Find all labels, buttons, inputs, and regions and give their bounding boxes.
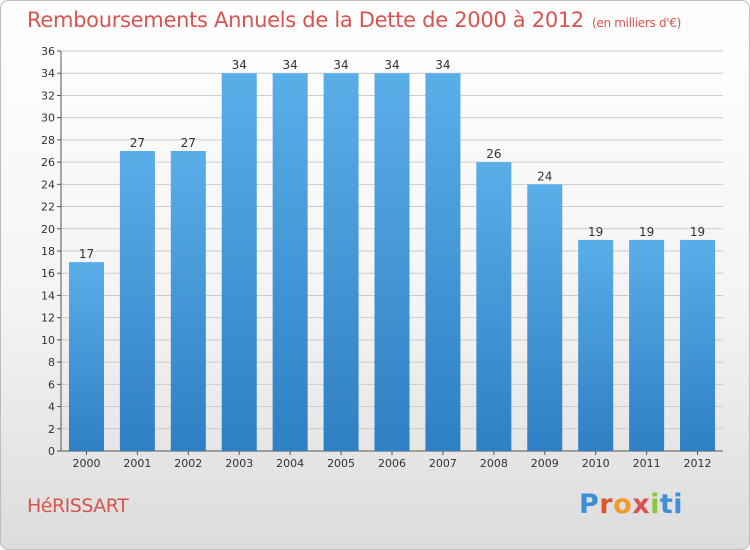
y-tick-label: 22 (41, 201, 55, 214)
x-tick-label: 2012 (684, 457, 712, 470)
bar (272, 73, 308, 451)
y-tick-label: 34 (41, 67, 55, 80)
y-tick-label: 0 (48, 445, 55, 458)
bar (119, 151, 155, 451)
y-tick-label: 30 (41, 112, 55, 125)
bar (170, 151, 206, 451)
y-tick-label: 16 (41, 267, 55, 280)
x-tick-label: 2008 (480, 457, 508, 470)
data-label: 24 (537, 169, 552, 183)
y-tick-label: 36 (41, 45, 55, 58)
x-tick-label: 2007 (429, 457, 457, 470)
bar (527, 184, 563, 452)
data-label: 19 (690, 225, 705, 239)
y-tick-label: 28 (41, 134, 55, 147)
data-label: 27 (130, 136, 145, 150)
x-tick-label: 2004 (276, 457, 304, 470)
bar (68, 262, 104, 451)
x-tick-label: 2006 (378, 457, 406, 470)
data-label: 19 (639, 225, 654, 239)
bar (374, 73, 410, 451)
data-label: 27 (181, 136, 196, 150)
data-label: 34 (232, 58, 247, 72)
logo-letter: i (650, 489, 660, 520)
y-tick-label: 18 (41, 245, 55, 258)
data-label: 34 (283, 58, 298, 72)
logo-letter: o (613, 489, 633, 520)
bar (578, 239, 614, 451)
bars (68, 73, 716, 452)
x-tick-label: 2000 (72, 457, 100, 470)
y-tick-label: 32 (41, 89, 55, 102)
bar (323, 73, 359, 451)
chart-title-text: Remboursements Annuels de la Dette de 20… (27, 8, 584, 32)
commune-name: HéRISSART (27, 495, 129, 517)
data-label: 19 (588, 225, 603, 239)
x-tick-label: 2002 (174, 457, 202, 470)
data-label: 34 (435, 58, 450, 72)
y-tick-label: 8 (48, 356, 55, 369)
logo-letter: ti (659, 489, 684, 520)
bar (425, 73, 461, 451)
x-tick-label: 2003 (225, 457, 253, 470)
bar (629, 239, 665, 451)
bar (221, 73, 257, 451)
x-tick-label: 2010 (582, 457, 610, 470)
y-tick-label: 20 (41, 223, 55, 236)
y-tick-label: 10 (41, 334, 55, 347)
bar (680, 239, 716, 451)
logo-letter: P (579, 489, 600, 520)
proxiti-logo[interactable]: Proxiti (579, 489, 683, 520)
y-tick-label: 12 (41, 312, 55, 325)
chart-unit: (en milliers d'€) (592, 16, 682, 30)
y-tick-label: 24 (41, 178, 55, 191)
y-tick-label: 26 (41, 156, 55, 169)
x-tick-label: 2001 (123, 457, 151, 470)
data-label: 34 (333, 58, 348, 72)
y-tick-label: 2 (48, 423, 55, 436)
bar (476, 162, 512, 451)
x-tick-label: 2005 (327, 457, 355, 470)
data-label: 17 (79, 247, 94, 261)
labels: 0246810121416182022242628303234361720002… (41, 45, 712, 470)
logo-letter: x (632, 489, 651, 520)
logo-letter: r (599, 489, 614, 520)
chart-title: Remboursements Annuels de la Dette de 20… (27, 8, 681, 32)
data-label: 34 (384, 58, 399, 72)
y-tick-label: 6 (48, 378, 55, 391)
x-tick-label: 2009 (531, 457, 559, 470)
y-tick-label: 4 (48, 401, 55, 414)
y-tick-label: 14 (41, 289, 55, 302)
data-label: 26 (486, 147, 501, 161)
x-tick-label: 2011 (633, 457, 661, 470)
